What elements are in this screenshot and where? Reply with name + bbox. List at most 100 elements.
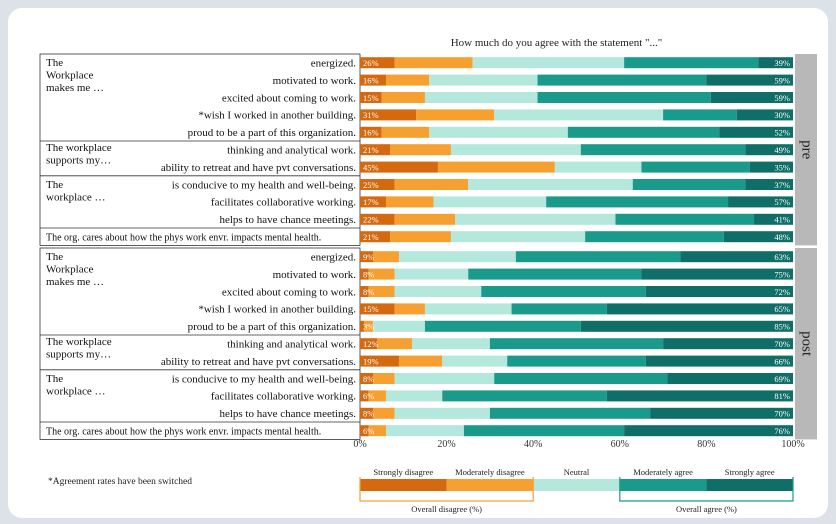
bar-segment xyxy=(360,286,369,297)
agree-data-label: 76% xyxy=(774,426,790,436)
group-label: supports my… xyxy=(46,155,111,167)
bar-segment xyxy=(424,320,581,332)
disagree-data-label: 16% xyxy=(363,128,379,138)
x-tick-label: 60% xyxy=(611,439,629,450)
row-label: thinking and analytical work. xyxy=(227,145,356,157)
bar-segment xyxy=(442,355,508,367)
bar-segment xyxy=(706,74,793,86)
disagree-data-label: 21% xyxy=(363,145,379,155)
row-label: thinking and analytical work. xyxy=(227,339,356,351)
x-tick-label: 40% xyxy=(524,439,542,450)
bar-segment xyxy=(745,179,793,190)
bar-segment xyxy=(368,268,395,280)
bar-segment xyxy=(507,355,646,367)
disagree-data-label: 9% xyxy=(363,252,374,262)
disagree-data-label: 15% xyxy=(363,93,379,103)
bar-segment xyxy=(468,268,642,280)
disagree-data-label: 22% xyxy=(363,215,379,225)
x-tick-label: 0% xyxy=(353,439,366,450)
panel-strip-post xyxy=(795,248,817,440)
legend-label: Strongly disagree xyxy=(373,467,433,477)
disagree-data-label: 8% xyxy=(363,409,374,419)
bar-segment xyxy=(472,57,625,69)
agree-bracket-label: Overall agree (%) xyxy=(676,504,737,514)
footnote: *Agreement rates have been switched xyxy=(48,477,192,487)
disagree-data-label: 12% xyxy=(363,339,379,349)
bar-segment xyxy=(360,390,369,402)
agree-data-label: 49% xyxy=(774,145,790,155)
group-label: The xyxy=(46,373,63,385)
agree-data-label: 69% xyxy=(774,374,790,384)
disagree-data-label: 8% xyxy=(363,287,374,297)
panel-label: pre xyxy=(799,140,815,159)
disagree-data-label: 3% xyxy=(363,322,374,332)
bar-segment xyxy=(719,126,793,138)
disagree-data-label: 25% xyxy=(363,180,379,190)
disagree-data-label: 17% xyxy=(363,197,379,207)
agree-data-label: 59% xyxy=(774,75,790,85)
agree-data-label: 81% xyxy=(774,391,790,401)
bar-segment xyxy=(632,179,746,190)
bar-segment xyxy=(360,320,365,332)
bar-segment xyxy=(437,161,555,173)
bar-segment xyxy=(394,303,425,315)
bar-segment xyxy=(385,390,443,402)
bar-segment xyxy=(567,126,720,138)
bar-segment xyxy=(537,74,707,86)
legend-label: Moderately disagree xyxy=(455,467,525,477)
row-label: is conducive to my health and well-being… xyxy=(172,373,356,385)
bar-segment xyxy=(360,231,391,243)
agree-data-label: 37% xyxy=(774,180,790,190)
agree-data-label: 57% xyxy=(774,197,790,207)
bar-segment xyxy=(372,373,395,384)
bar-segment xyxy=(385,74,430,86)
row-label: helps to have chance meetings. xyxy=(219,408,356,420)
bar-segment xyxy=(398,355,443,367)
bar-segment xyxy=(394,213,456,225)
group-label: supports my… xyxy=(46,349,111,361)
bar-segment xyxy=(364,320,373,332)
bar-segment xyxy=(360,92,382,103)
bar-segment xyxy=(580,320,793,332)
bar-segment xyxy=(489,407,651,419)
bar-segment xyxy=(394,179,469,190)
row-label: energized. xyxy=(311,58,357,70)
bar-segment xyxy=(372,251,399,263)
disagree-data-label: 16% xyxy=(363,75,379,85)
agree-data-label: 59% xyxy=(774,93,790,103)
row-label: The org. cares about how the phys work e… xyxy=(46,427,321,438)
bar-segment xyxy=(390,144,451,156)
bar-segment xyxy=(360,74,386,86)
panel-strip-pre xyxy=(795,54,817,246)
bar-segment xyxy=(411,338,490,350)
disagree-data-label: 21% xyxy=(363,232,379,242)
x-tick-label: 80% xyxy=(697,439,715,450)
bar-segment xyxy=(360,213,395,225)
bar-segment xyxy=(546,196,729,208)
bar-segment xyxy=(641,161,750,173)
bar-segment xyxy=(680,251,793,263)
row-label: *wish I worked in another building. xyxy=(198,304,356,316)
bar-segment xyxy=(429,74,538,86)
row-label: is conducive to my health and well-being… xyxy=(172,179,356,191)
bar-segment xyxy=(624,57,759,69)
row-label: motivated to work. xyxy=(273,75,357,87)
bar-segment xyxy=(394,407,490,419)
agree-bracket xyxy=(619,477,794,502)
bar-segment xyxy=(360,268,369,280)
bar-segment xyxy=(758,57,793,69)
disagree-data-label: 45% xyxy=(363,162,379,172)
likert-chart: How much do you agree with the statement… xyxy=(39,37,817,514)
bar-segment xyxy=(372,320,425,332)
bar-segment xyxy=(554,161,642,173)
bar-segment xyxy=(424,303,512,315)
bar-segment xyxy=(360,303,395,315)
bar-segment xyxy=(381,126,430,138)
bar-segment xyxy=(650,407,793,419)
row-label: ability to retreat and have pvt conversa… xyxy=(161,162,356,174)
bar-segment xyxy=(494,373,668,384)
bar-segment xyxy=(455,213,616,225)
bar-segment xyxy=(723,231,793,243)
agree-data-label: 35% xyxy=(774,162,790,172)
legend-swatch xyxy=(360,479,447,491)
